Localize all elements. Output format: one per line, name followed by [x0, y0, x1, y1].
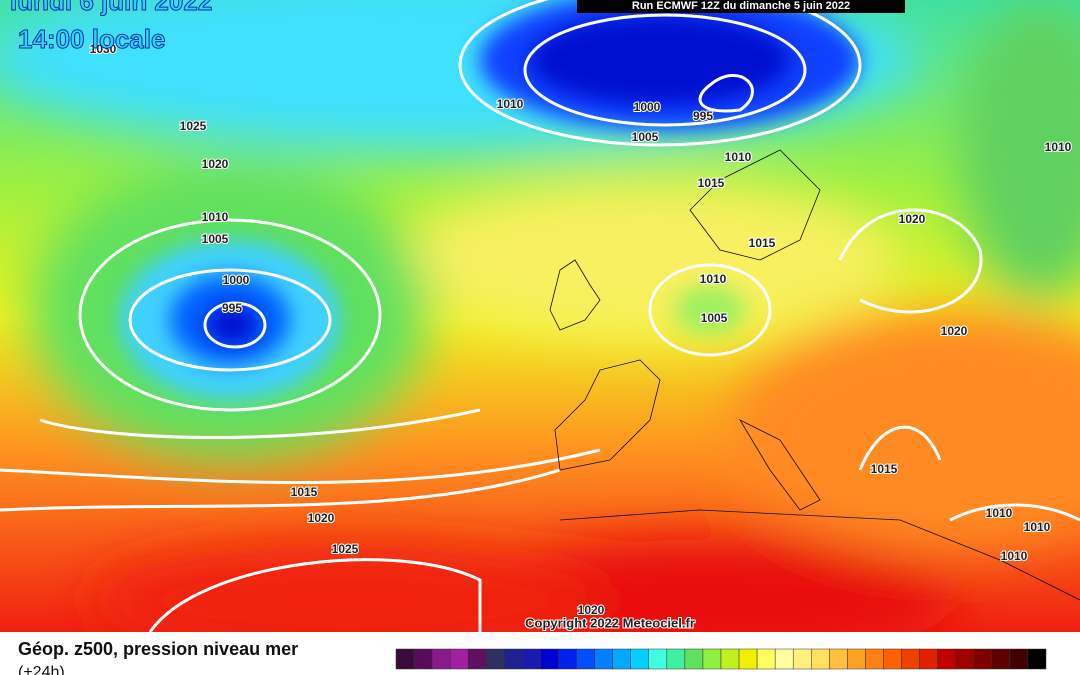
- isobar-label: 1015: [698, 176, 725, 190]
- isobar-label: 1025: [332, 542, 359, 556]
- color-swatch: [666, 648, 686, 670]
- isobar-label: 1010: [497, 97, 524, 111]
- color-swatch: [937, 648, 956, 670]
- time: 14:00 locale: [18, 24, 165, 54]
- color-swatch: [467, 648, 487, 670]
- isobar-label: 1030: [90, 42, 117, 56]
- color-swatch: [576, 648, 595, 670]
- isobar-label: 1000: [223, 273, 250, 287]
- color-swatch: [648, 648, 668, 670]
- color-swatch: [847, 648, 866, 670]
- color-swatch: [522, 648, 541, 670]
- copyright: Copyright 2022 Meteociel.fr: [525, 615, 695, 630]
- color-swatch: [395, 648, 415, 670]
- color-swatch: [811, 648, 830, 670]
- isobar-label: 1010: [1024, 520, 1051, 534]
- isobar-label: 1010: [1001, 549, 1028, 563]
- color-swatch: [413, 648, 433, 670]
- isobar-label: 1015: [749, 236, 776, 250]
- isobar-label: 1020: [941, 324, 968, 338]
- legend-subtitle: (+24h): [18, 664, 65, 675]
- color-swatch: [792, 648, 812, 670]
- isobars: [0, 0, 1080, 632]
- isobar-label: 1015: [871, 462, 898, 476]
- isobar-label: 1005: [701, 311, 728, 325]
- color-swatch: [486, 648, 505, 670]
- color-swatch: [883, 648, 902, 670]
- isobar-label: 1010: [725, 150, 752, 164]
- isobar-label: 1010: [986, 506, 1013, 520]
- isobar-label: 1025: [180, 119, 207, 133]
- color-swatch: [1009, 648, 1029, 670]
- color-swatch: [774, 648, 794, 670]
- color-swatch: [756, 648, 776, 670]
- isobar-label: 995: [222, 301, 242, 315]
- isobar-label: 1005: [202, 232, 229, 246]
- colorbar: [395, 648, 1047, 670]
- color-swatch: [919, 648, 938, 670]
- color-swatch: [955, 648, 975, 670]
- isobar-label: 995: [693, 109, 713, 123]
- map: 1030 1025 1020 1010 1005 1000 995 1010 1000 995 10…: [0, 0, 1080, 632]
- color-swatch: [540, 648, 559, 670]
- isobar-label: 1020: [202, 157, 229, 171]
- date: lundi 6 juin 2022: [10, 0, 212, 16]
- color-swatch: [630, 648, 650, 670]
- isobar-label: 1010: [202, 210, 229, 224]
- run-info: Run ECMWF 12Z du dimanche 5 juin 2022: [632, 0, 850, 12]
- color-swatch: [738, 648, 758, 670]
- color-swatch: [684, 648, 704, 670]
- color-swatch: [504, 648, 523, 670]
- isobar-label: 1020: [899, 212, 926, 226]
- isobar-label: 1015: [291, 485, 318, 499]
- color-swatch: [720, 648, 740, 670]
- isobar-label: 1020: [578, 603, 605, 617]
- color-swatch: [594, 648, 613, 670]
- isobar-label: 1020: [308, 511, 335, 525]
- legend-title: Géop. z500, pression niveau mer: [18, 639, 298, 659]
- color-swatch: [558, 648, 577, 670]
- color-swatch: [991, 648, 1011, 670]
- color-swatch: [702, 648, 722, 670]
- isobar-label: 1005: [632, 130, 659, 144]
- isobar-label: 1000: [634, 100, 661, 114]
- isobar-label: 1010: [1045, 140, 1072, 154]
- color-swatch: [612, 648, 631, 670]
- color-swatch: [865, 648, 884, 670]
- color-swatch: [1027, 648, 1047, 670]
- coastlines: [549, 149, 1080, 601]
- color-swatch: [973, 648, 993, 670]
- color-swatch: [431, 648, 451, 670]
- color-swatch: [901, 648, 920, 670]
- run-banner: [577, 0, 905, 13]
- color-swatch: [449, 648, 469, 670]
- isobar-label: 1010: [700, 272, 727, 286]
- color-swatch: [829, 648, 848, 670]
